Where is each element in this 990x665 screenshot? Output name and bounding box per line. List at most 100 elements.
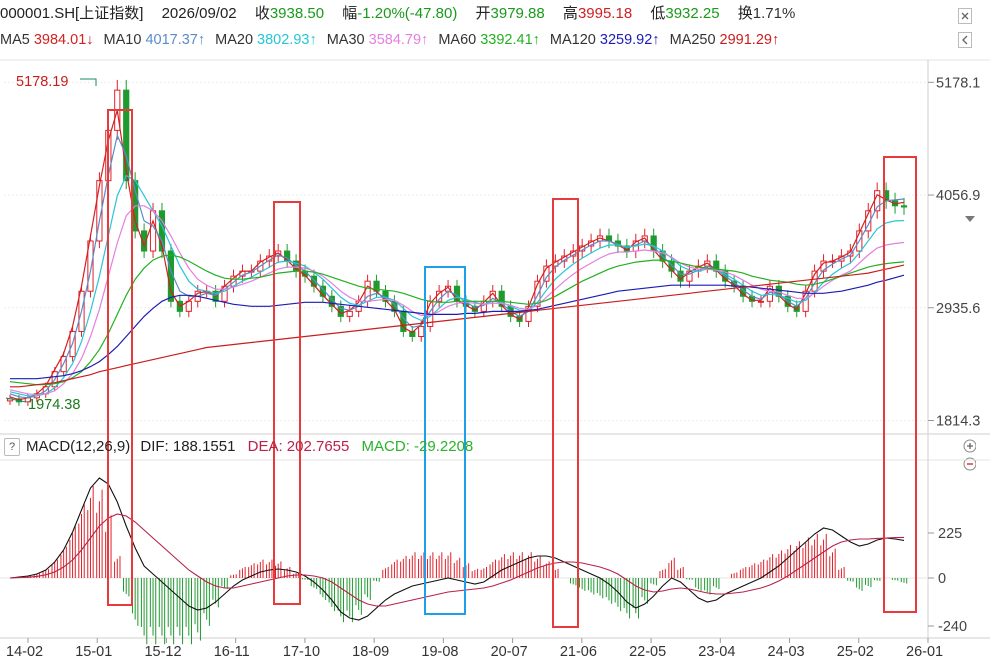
ma-line-ma250 xyxy=(10,264,905,388)
ma-legend-value-ma20: 3802.93↑ xyxy=(253,32,317,48)
candle-body xyxy=(346,310,353,317)
open-label: 开 xyxy=(475,5,491,22)
index-code: 000001.SH[上证指数] xyxy=(0,5,144,22)
candle-body xyxy=(686,270,693,282)
ma-line-ma5 xyxy=(9,110,905,401)
dif-line xyxy=(9,477,905,621)
moving-average-lines xyxy=(9,110,905,401)
ma-line-ma120 xyxy=(10,274,905,380)
ma-legend-label-ma30: MA30 xyxy=(326,32,365,48)
candle-body xyxy=(453,285,461,302)
candle-body xyxy=(900,205,908,208)
macd-tick-label: 0 xyxy=(938,571,946,587)
candle-body xyxy=(310,275,318,287)
ma-line-ma30 xyxy=(9,205,905,396)
macd-histogram xyxy=(15,486,908,645)
panel-toggle-icon[interactable] xyxy=(958,32,972,48)
highlight-box xyxy=(552,198,579,628)
low-pointer xyxy=(5,397,27,403)
macd-dea: DEA: 202.7655 xyxy=(247,438,350,455)
change-value: -1.20%(-47.80) xyxy=(357,5,458,22)
x-tick-label: 21-06 xyxy=(560,644,597,660)
low-value: 3932.25 xyxy=(665,5,720,22)
candle-body xyxy=(498,290,505,307)
window-close-icon[interactable] xyxy=(958,8,972,24)
low-annotation: 1974.38 xyxy=(28,397,80,413)
x-tick-label: 16-11 xyxy=(214,644,250,660)
candle-body xyxy=(775,285,782,297)
ma-legend-label-ma60: MA60 xyxy=(438,32,477,48)
ma-legend-value-ma5: 3984.01↓ xyxy=(29,32,94,48)
low-label: 低 xyxy=(650,5,666,22)
turnover-value: 1.71% xyxy=(752,5,796,22)
x-tick-label: 17-10 xyxy=(283,644,320,660)
candle-body xyxy=(141,230,148,252)
ma-line-ma20 xyxy=(9,174,905,397)
candle-body xyxy=(713,260,720,272)
highlight-box xyxy=(424,266,466,615)
x-tick-label: 25-02 xyxy=(837,644,874,660)
x-tick-label: 19-08 xyxy=(421,644,458,660)
ma-legend-value-ma10: 4017.37↑ xyxy=(141,32,206,48)
highlight-boxes xyxy=(107,109,917,628)
ma-legend-value-ma30: 3584.79↑ xyxy=(364,32,429,48)
ma-legend-label-ma250: MA250 xyxy=(669,32,716,48)
x-tick-label: 15-01 xyxy=(75,644,112,660)
zoom-in-icon[interactable] xyxy=(962,438,976,454)
candle-body xyxy=(534,280,541,307)
quote-header: 000001.SH[上证指数] 2026/09/02 收3938.50 幅-1.… xyxy=(0,4,795,24)
ma-legend-value-ma60: 3392.41↑ xyxy=(476,32,540,48)
ma-legend-label-ma5: MA5 xyxy=(0,32,30,48)
high-pointer xyxy=(80,78,97,86)
turnover-label: 换 xyxy=(737,5,753,22)
x-tick-label: 24-03 xyxy=(768,644,805,660)
macd-tick-label: 225 xyxy=(938,526,962,542)
macd-tick-label: -240 xyxy=(938,619,967,635)
ma-legend-label-ma20: MA20 xyxy=(215,32,254,48)
price-tick-label: 4056.9 xyxy=(936,188,980,204)
candle-body xyxy=(87,240,94,292)
ma-line-ma10 xyxy=(9,133,905,399)
price-tick-label: 5178.1 xyxy=(936,75,980,91)
change-label: 幅 xyxy=(342,5,358,22)
highlight-box xyxy=(107,109,133,606)
high-annotation: 5178.19 xyxy=(16,74,68,90)
macd-dif: DIF: 188.1551 xyxy=(140,438,236,455)
x-tick-label: 22-05 xyxy=(629,644,666,660)
macd-header: ? MACD(12,26,9) DIF: 188.1551 DEA: 202.76… xyxy=(0,438,473,456)
x-tick-label: 14-02 xyxy=(6,644,43,660)
x-tick-label: 23-04 xyxy=(698,644,735,660)
ma-legend-value-ma250: 2991.29↑ xyxy=(715,32,780,48)
highlight-box xyxy=(883,156,917,613)
scroll-down-icon[interactable] xyxy=(962,212,976,228)
price-tick-label: 1814.3 xyxy=(936,414,980,430)
candle-body xyxy=(149,210,157,252)
ma-legend-value-ma120: 3259.92↑ xyxy=(595,32,660,48)
macd-title: MACD(12,26,9) xyxy=(26,438,131,455)
ma-legend: MA5 3984.01↓ MA10 4017.37↑ MA20 3802.93↑ MA… xyxy=(0,30,789,50)
macd-value: MACD: -29.2208 xyxy=(361,438,474,455)
macd-lines xyxy=(9,477,905,621)
x-tick-label: 18-09 xyxy=(352,644,389,660)
ma-legend-label-ma10: MA10 xyxy=(103,32,142,48)
high-label: 高 xyxy=(562,5,578,22)
candle-body xyxy=(123,89,130,182)
open-value: 3979.88 xyxy=(490,5,545,22)
macd-help-button[interactable]: ? xyxy=(4,438,20,456)
x-tick-label: 20-07 xyxy=(491,644,528,660)
candle-body xyxy=(409,330,416,337)
candlestick-series xyxy=(6,79,908,406)
ma-legend-label-ma120: MA120 xyxy=(549,32,596,48)
quote-date: 2026/09/02 xyxy=(161,5,237,22)
close-value: 3938.50 xyxy=(269,5,325,22)
dea-line xyxy=(9,513,905,607)
close-label: 收 xyxy=(254,5,270,22)
x-tick-label: 15-12 xyxy=(144,644,181,660)
zoom-out-icon[interactable] xyxy=(962,456,976,472)
candle-body xyxy=(418,325,425,337)
x-tick-label: 26-01 xyxy=(906,644,943,660)
high-value: 3995.18 xyxy=(577,5,633,22)
highlight-box xyxy=(273,201,301,605)
candle-body xyxy=(96,180,103,242)
